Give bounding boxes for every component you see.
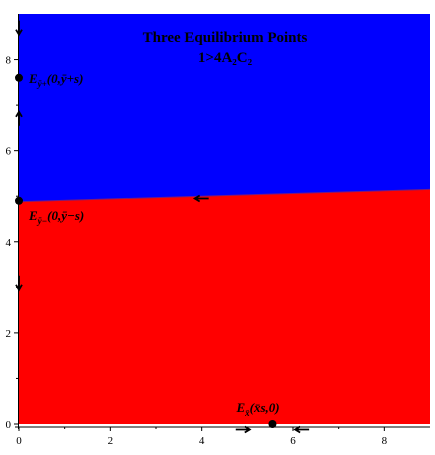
equilibrium-label: Eȳ+(0,ȳ+s) [28, 71, 83, 89]
y-tick-label: 6 [6, 146, 12, 158]
region-lower [19, 189, 430, 424]
equilibrium-label-main: E [28, 71, 38, 86]
equilibrium-point [15, 73, 23, 82]
regions-layer [18, 14, 431, 424]
equilibrium-point [15, 196, 23, 205]
x-tick-label: 8 [382, 435, 388, 447]
equilibrium-label-main: E [235, 400, 245, 415]
equilibrium-label-main: E [28, 208, 38, 223]
equilibrium-label: Ex̄(x̄s,0) [235, 400, 279, 418]
flow-arrow-left [192, 194, 209, 203]
y-tick-label: 0 [6, 419, 12, 431]
y-tick-label: 8 [6, 55, 12, 67]
flow-arrow-down [15, 275, 23, 292]
chart-subtitle: 1>4A₂C₂ [198, 50, 253, 66]
separatrix-line [18, 188, 431, 203]
x-tick-label: 4 [199, 435, 205, 447]
chart-title: Three Equilibrium Points [143, 30, 308, 46]
equilibrium-label-sub: ȳ− [37, 216, 47, 226]
y-tick-label: 4 [6, 237, 12, 249]
x-tick-label: 0 [16, 435, 22, 447]
region-upper [19, 14, 430, 202]
axes-layer: 0 2 4 6 8 0 2 4 6 8 [6, 14, 430, 447]
marks-layer: Eȳ+(0,ȳ+s)Eȳ−(0,ȳ−s)Ex̄(x̄s,0) [15, 20, 310, 434]
flow-arrow-left [293, 425, 310, 434]
flow-arrow-up [15, 110, 23, 126]
flow-arrow-down [15, 20, 23, 37]
x-tick-label: 6 [290, 435, 296, 447]
equilibrium-label-sub: x̄ [244, 408, 250, 418]
flow-arrow-right [235, 425, 252, 434]
equilibrium-point [268, 420, 277, 428]
equilibrium-label-sub: ȳ+ [37, 79, 47, 89]
equilibrium-label-args: (0,ȳ−s) [47, 208, 84, 223]
y-tick-label: 2 [6, 328, 12, 340]
x-tick-label: 2 [108, 435, 114, 447]
equilibrium-label-args: (0,ȳ+s) [47, 71, 84, 86]
equilibrium-label-args: (x̄s,0) [250, 400, 280, 415]
equilibrium-label: Eȳ−(0,ȳ−s) [28, 208, 84, 226]
